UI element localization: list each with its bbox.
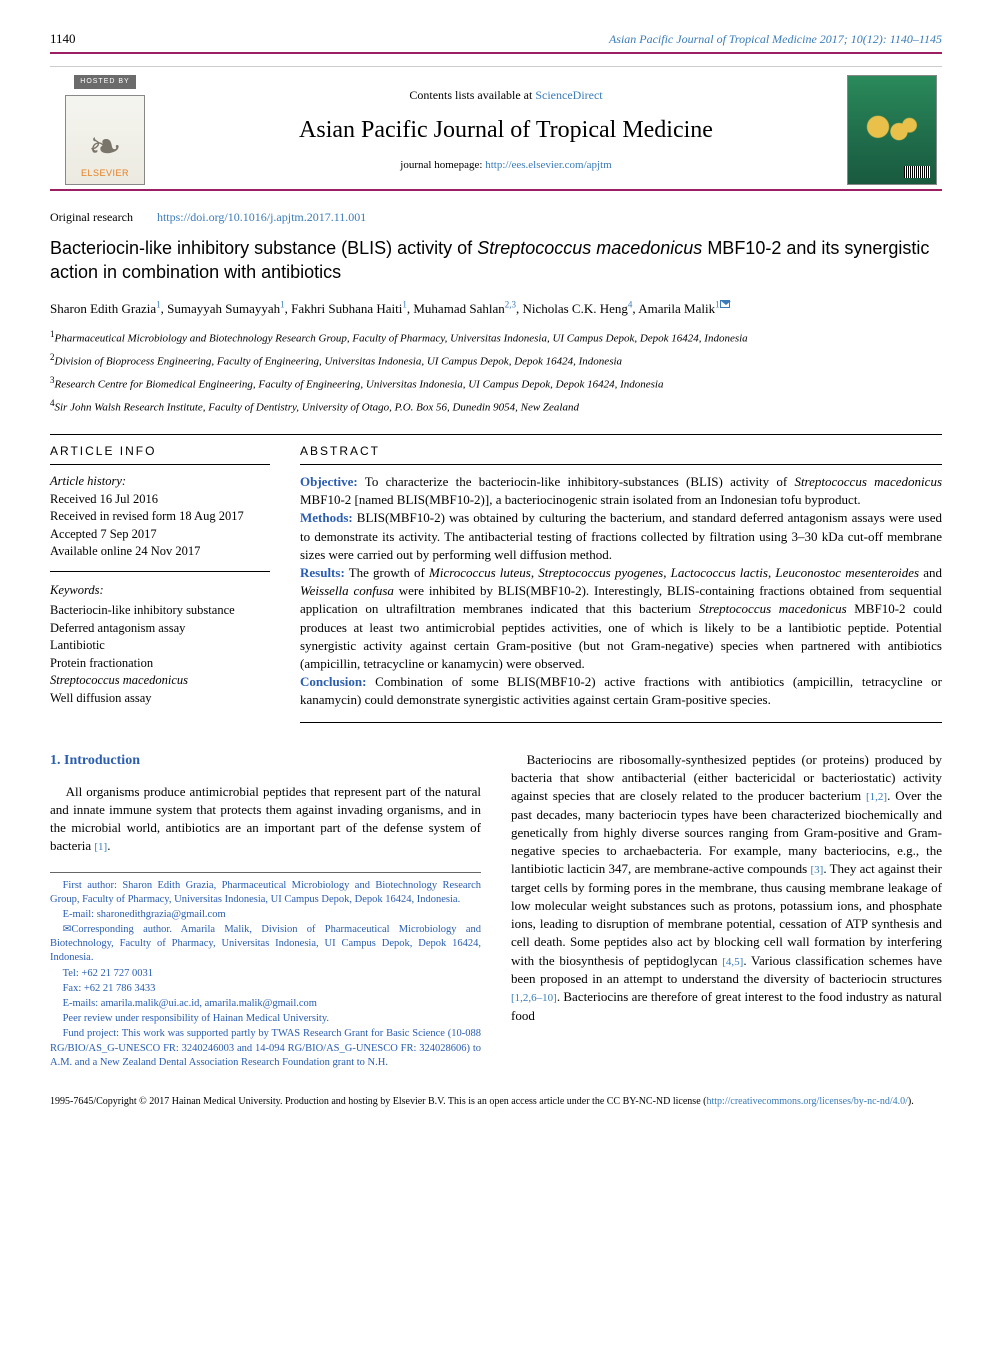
contents-prefix: Contents lists available at <box>409 88 535 102</box>
keywords-label: Keywords: <box>50 582 270 600</box>
elsevier-tree-icon: ❧ <box>88 127 122 167</box>
footnote-line: Tel: +62 21 727 0031 <box>50 967 481 981</box>
article-info-heading: ARTICLE INFO <box>50 435 270 465</box>
footnotes: First author: Sharon Edith Grazia, Pharm… <box>50 872 481 1070</box>
results-label: Results: <box>300 565 345 580</box>
contents-line: Contents lists available at ScienceDirec… <box>170 87 842 104</box>
keyword: Lantibiotic <box>50 637 270 655</box>
homepage-link[interactable]: http://ees.elsevier.com/apjtm <box>485 159 611 171</box>
footnote-line: Fax: +62 21 786 3433 <box>50 982 481 996</box>
homepage-prefix: journal homepage: <box>400 159 485 171</box>
footnote-line: E-mails: amarila.malik@ui.ac.id, amarila… <box>50 997 481 1011</box>
keywords-block: Keywords: Bacteriocin-like inhibitory su… <box>50 582 270 718</box>
footnote-line: Peer review under responsibility of Hain… <box>50 1012 481 1026</box>
doi-link[interactable]: https://doi.org/10.1016/j.apjtm.2017.11.… <box>157 209 366 226</box>
journal-masthead: HOSTED BY ❧ ELSEVIER Contents lists avai… <box>50 66 942 191</box>
history-line: Available online 24 Nov 2017 <box>50 543 270 561</box>
cover-barcode-icon <box>904 166 930 178</box>
authors-text: Sharon Edith Grazia1, Sumayyah Sumayyah1… <box>50 301 720 316</box>
article-title: Bacteriocin-like inhibitory substance (B… <box>50 236 942 285</box>
history-line: Received 16 Jul 2016 <box>50 491 270 509</box>
journal-name: Asian Pacific Journal of Tropical Medici… <box>170 114 842 148</box>
intro-paragraph-left: All organisms produce antimicrobial pept… <box>50 783 481 856</box>
copyright-post: ). <box>908 1096 914 1107</box>
elsevier-logo: ❧ ELSEVIER <box>65 95 145 185</box>
affiliation: 2Division of Bioprocess Engineering, Fac… <box>50 351 942 370</box>
keyword: Streptococcus macedonicus <box>50 672 270 690</box>
methods-label: Methods: <box>300 510 353 525</box>
journal-homepage: journal homepage: http://ees.elsevier.co… <box>170 158 842 173</box>
history-label: Article history: <box>50 473 270 491</box>
introduction-heading: 1. Introduction <box>50 751 481 771</box>
footnote-line: ✉Corresponding author. Amarila Malik, Di… <box>50 923 481 966</box>
keyword: Well diffusion assay <box>50 690 270 708</box>
hosted-by-tag: HOSTED BY <box>74 75 135 89</box>
header-citation: Asian Pacific Journal of Tropical Medici… <box>609 31 942 48</box>
methods-text: BLIS(MBF10-2) was obtained by culturing … <box>300 510 942 561</box>
cover-map-icon <box>857 114 927 146</box>
keyword: Deferred antagonism assay <box>50 620 270 638</box>
keyword: Protein fractionation <box>50 655 270 673</box>
affiliation: 3Research Centre for Biomedical Engineer… <box>50 374 942 393</box>
author-list: Sharon Edith Grazia1, Sumayyah Sumayyah1… <box>50 299 942 319</box>
corresponding-mail-icon <box>720 300 730 308</box>
history-line: Accepted 7 Sep 2017 <box>50 526 270 544</box>
history-line: Received in revised form 18 Aug 2017 <box>50 508 270 526</box>
running-header: 1140 Asian Pacific Journal of Tropical M… <box>50 30 942 54</box>
abstract-heading: ABSTRACT <box>300 435 942 465</box>
affiliation: 4Sir John Walsh Research Institute, Facu… <box>50 397 942 416</box>
article-history: Article history: Received 16 Jul 2016Rec… <box>50 473 270 572</box>
objective-text: To characterize the bacteriocin-like inh… <box>300 474 942 507</box>
results-text: The growth of Micrococcus luteus, Strept… <box>300 565 942 671</box>
page-number: 1140 <box>50 30 76 48</box>
keyword: Bacteriocin-like inhibitory substance <box>50 602 270 620</box>
title-pre: Bacteriocin-like inhibitory substance (B… <box>50 238 477 258</box>
journal-cover-thumbnail <box>847 75 937 185</box>
abstract-body: Objective: To characterize the bacterioc… <box>300 473 942 722</box>
license-link[interactable]: http://creativecommons.org/licenses/by-n… <box>706 1096 907 1107</box>
affiliation: 1Pharmaceutical Microbiology and Biotech… <box>50 328 942 347</box>
copyright-line: 1995-7645/Copyright © 2017 Hainan Medica… <box>50 1095 942 1108</box>
footnote-line: E-mail: sharonedithgrazia@gmail.com <box>50 908 481 922</box>
elsevier-wordmark: ELSEVIER <box>81 167 129 180</box>
copyright-pre: 1995-7645/Copyright © 2017 Hainan Medica… <box>50 1096 706 1107</box>
conclusion-text: Combination of some BLIS(MBF10-2) active… <box>300 674 942 707</box>
article-type: Original research <box>50 209 133 226</box>
footnote-line: Fund project: This work was supported pa… <box>50 1027 481 1070</box>
title-species: Streptococcus macedonicus <box>477 238 702 258</box>
affiliations: 1Pharmaceutical Microbiology and Biotech… <box>50 328 942 416</box>
objective-label: Objective: <box>300 474 358 489</box>
sciencedirect-link[interactable]: ScienceDirect <box>535 88 602 102</box>
footnote-line: First author: Sharon Edith Grazia, Pharm… <box>50 879 481 907</box>
conclusion-label: Conclusion: <box>300 674 366 689</box>
intro-paragraph-right: Bacteriocins are ribosomally-synthesized… <box>511 751 942 1025</box>
